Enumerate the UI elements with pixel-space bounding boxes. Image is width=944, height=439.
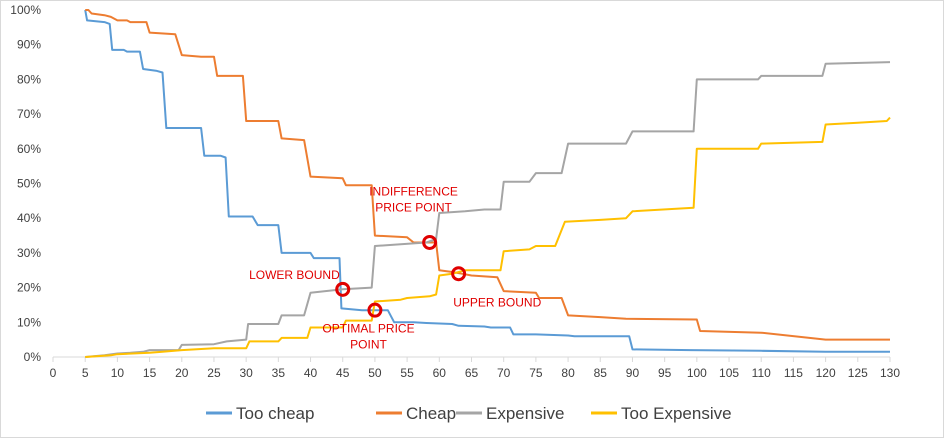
x-tick-label: 105 — [719, 366, 739, 380]
x-tick-label: 0 — [50, 366, 57, 380]
series-line-expensive — [85, 61, 891, 358]
x-tick-label: 65 — [465, 366, 479, 380]
legend-label: Cheap — [406, 404, 456, 423]
x-tick-label: 75 — [529, 366, 543, 380]
annotation-label-line: UPPER BOUND — [453, 296, 541, 310]
x-tick-label: 130 — [880, 366, 900, 380]
x-tick-label: 35 — [272, 366, 286, 380]
y-tick-label: 10% — [17, 315, 41, 329]
x-tick-label: 125 — [848, 366, 868, 380]
legend-label: Expensive — [486, 404, 564, 423]
annotation-marker — [451, 266, 467, 282]
x-tick-label: 100 — [687, 366, 707, 380]
annotation-label: UPPER BOUND — [453, 296, 541, 310]
series-line-too-cheap — [84, 9, 890, 353]
x-tick-label: 45 — [336, 366, 350, 380]
annotation-label-line: LOWER BOUND — [249, 268, 340, 282]
x-tick-label: 70 — [497, 366, 511, 380]
x-tick-label: 80 — [561, 366, 575, 380]
annotation-label-line: POINT — [350, 338, 387, 352]
x-tick-label: 115 — [784, 366, 803, 380]
y-tick-label: 90% — [17, 38, 41, 52]
y-tick-label: 80% — [17, 72, 41, 86]
x-tick-label: 55 — [400, 366, 414, 380]
x-tick-label: 30 — [239, 366, 253, 380]
x-tick-label: 20 — [175, 366, 189, 380]
y-tick-label: 40% — [17, 211, 41, 225]
x-tick-label: 15 — [143, 366, 157, 380]
y-tick-label: 50% — [17, 177, 41, 191]
y-tick-label: 60% — [17, 142, 41, 156]
annotation-label-line: INDIFFERENCE — [369, 185, 458, 199]
x-tick-label: 120 — [816, 366, 836, 380]
x-tick-label: 10 — [111, 366, 125, 380]
x-tick-label: 110 — [752, 366, 771, 380]
x-tick-label: 5 — [82, 366, 89, 380]
legend-label: Too Expensive — [621, 404, 732, 423]
annotation-marker — [335, 281, 351, 297]
annotation-label-line: PRICE POINT — [375, 201, 452, 215]
annotation-label: INDIFFERENCE PRICE POINT — [369, 185, 458, 215]
y-tick-label: 0% — [24, 350, 42, 364]
series-line-cheap — [85, 9, 890, 341]
legend-label: Too cheap — [236, 404, 314, 423]
x-tick-label: 25 — [207, 366, 221, 380]
x-tick-label: 50 — [368, 366, 382, 380]
annotation-label: LOWER BOUND — [249, 268, 340, 282]
x-tick-label: 60 — [433, 366, 447, 380]
y-tick-label: 70% — [17, 107, 41, 121]
series-line-too-expensive — [85, 116, 891, 358]
x-tick-label: 85 — [594, 366, 608, 380]
x-tick-label: 90 — [626, 366, 640, 380]
annotation-label: OPTIMAL PRICE POINT — [322, 322, 414, 352]
x-tick-label: 95 — [658, 366, 672, 380]
y-tick-label: 30% — [17, 246, 41, 260]
x-tick-label: 40 — [304, 366, 318, 380]
annotation-marker — [367, 302, 383, 318]
annotation-marker — [422, 234, 438, 250]
y-tick-label: 100% — [10, 3, 41, 17]
y-tick-label: 20% — [17, 281, 41, 295]
annotation-label-line: OPTIMAL PRICE — [322, 322, 414, 336]
